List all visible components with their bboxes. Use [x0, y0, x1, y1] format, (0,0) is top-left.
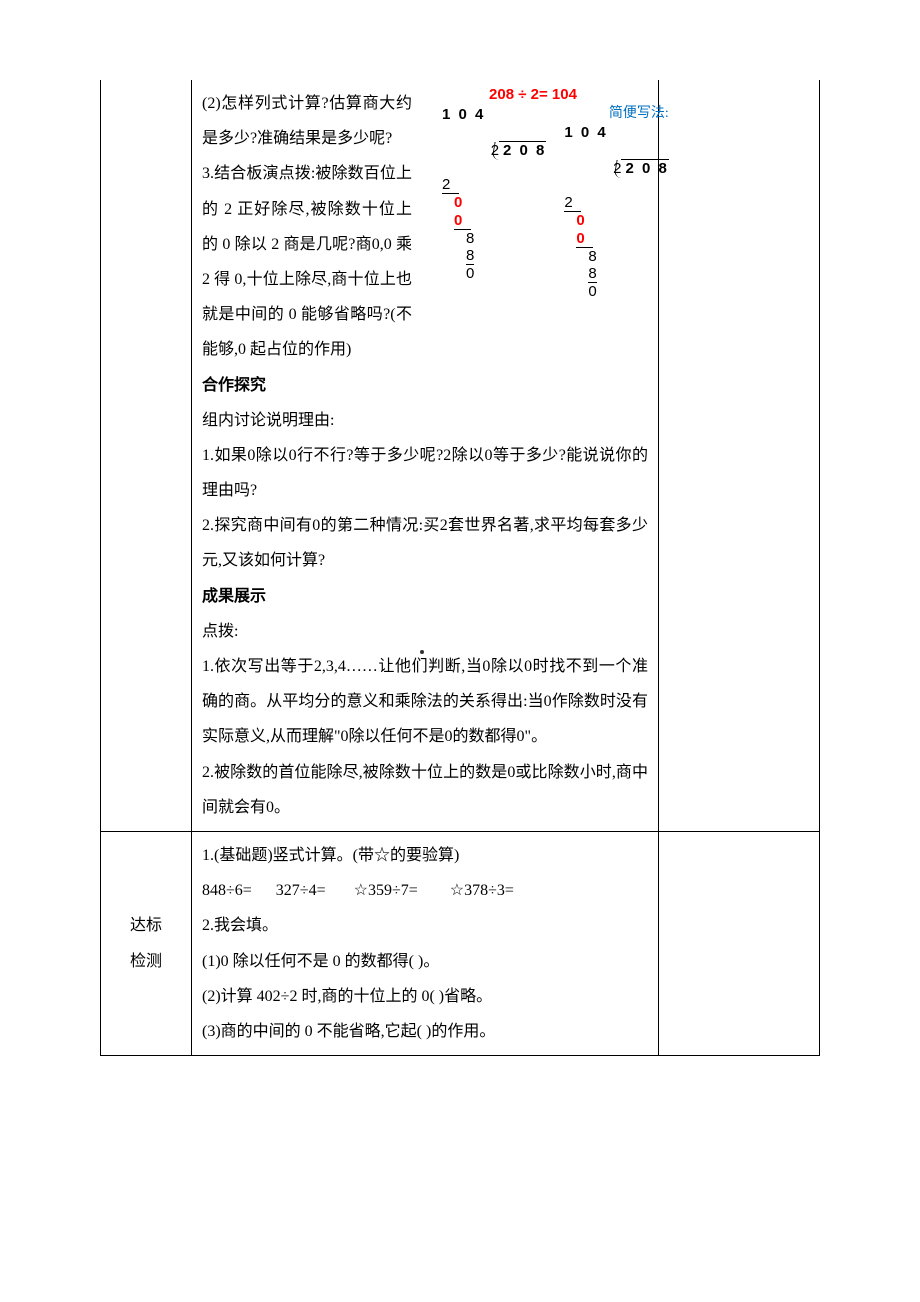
- paragraph: 2.被除数的首位能除尽,被除数十位上的数是0或比除数小时,商中间就会有0。: [202, 755, 648, 825]
- lesson-table: 208 ÷ 2= 104 1 0 4 2 2 0 8 2 0 0 8: [100, 80, 820, 1056]
- short-caption: 简便写法:: [546, 106, 668, 122]
- dividend: 2 0 8: [499, 141, 546, 159]
- row1-label-cell: [101, 80, 192, 831]
- step-red: 0: [424, 194, 546, 211]
- question: 1.(基础题)竖式计算。(带☆的要验算): [202, 838, 648, 873]
- paragraph: 1.依次写出等于2,3,4……让他们判断,当0除以0时找不到一个准确的商。从平均…: [202, 649, 648, 755]
- dividend: 2 0 8: [621, 159, 668, 177]
- long-division-short: 简便写法: 1 0 4 22 0 8 2 0 0 8 8 0: [546, 106, 668, 301]
- row1-notes-cell: [659, 80, 820, 831]
- row2-content-cell: 1.(基础题)竖式计算。(带☆的要验算) 848÷6= 327÷4= ☆359÷…: [192, 831, 659, 1055]
- step: 8: [424, 230, 546, 247]
- paragraph: 点拨:: [202, 614, 648, 649]
- quotient: 1 0 4: [424, 106, 546, 123]
- step-red: 0: [546, 212, 668, 229]
- page-dot: [420, 650, 424, 654]
- step: 2: [442, 176, 459, 194]
- step: 0: [424, 265, 546, 282]
- row2-label-cell: 达标 检测: [101, 831, 192, 1055]
- paragraph: 1.如果0除以0行不行?等于多少呢?2除以0等于多少?能说说你的理由吗?: [202, 438, 648, 508]
- section-heading: 成果展示: [202, 579, 648, 614]
- step: 8: [546, 248, 668, 265]
- long-division-full: 1 0 4 22 0 8 2 0 0 8 8 0: [424, 106, 546, 283]
- table-row: 达标 检测 1.(基础题)竖式计算。(带☆的要验算) 848÷6= 327÷4=…: [101, 831, 820, 1055]
- step: 8: [466, 247, 474, 265]
- question-items: 848÷6= 327÷4= ☆359÷7= ☆378÷3=: [202, 873, 648, 908]
- table-row: 208 ÷ 2= 104 1 0 4 2 2 0 8 2 0 0 8: [101, 80, 820, 831]
- step-red: 0: [454, 212, 471, 230]
- section-heading: 合作探究: [202, 368, 648, 403]
- step-red: 0: [576, 230, 593, 248]
- label-line: 达标: [111, 908, 181, 943]
- label-line: 检测: [111, 944, 181, 979]
- equation-text: 208 ÷ 2= 104: [418, 86, 648, 104]
- step: 2: [564, 194, 581, 212]
- paragraph: 2.探究商中间有0的第二种情况:买2套世界名著,求平均每套多少元,又该如何计算?: [202, 508, 648, 578]
- question-sub: (2)计算 402÷2 时,商的十位上的 0( )省略。: [202, 979, 648, 1014]
- question-sub: (3)商的中间的 0 不能省略,它起( )的作用。: [202, 1014, 648, 1049]
- step: 8: [588, 265, 596, 283]
- row1-content-cell: 208 ÷ 2= 104 1 0 4 2 2 0 8 2 0 0 8: [192, 80, 659, 831]
- question-sub: (1)0 除以任何不是 0 的数都得( )。: [202, 944, 648, 979]
- paragraph: 组内讨论说明理由:: [202, 403, 648, 438]
- step: 0: [546, 283, 668, 300]
- row2-notes-cell: [659, 831, 820, 1055]
- question: 2.我会填。: [202, 908, 648, 943]
- division-figure: 208 ÷ 2= 104 1 0 4 2 2 0 8 2 0 0 8: [418, 86, 648, 301]
- quotient: 1 0 4: [546, 124, 668, 141]
